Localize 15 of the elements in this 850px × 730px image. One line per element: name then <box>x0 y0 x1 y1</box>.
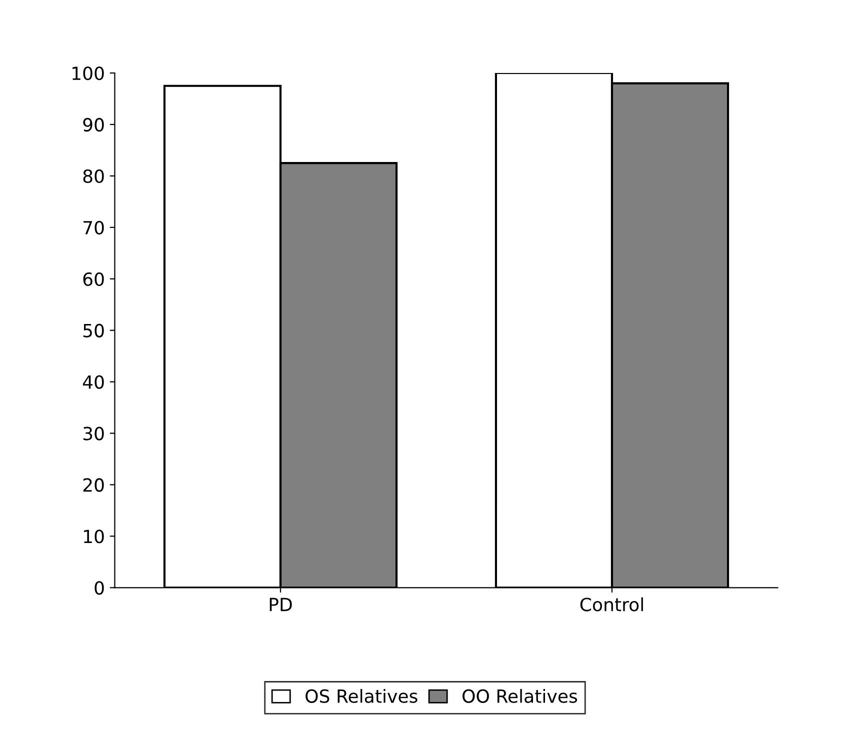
legend-label: OO Relatives <box>462 688 578 703</box>
y-tick-label: 0 <box>94 581 104 595</box>
y-tick-label: 90 <box>83 118 104 132</box>
y-tick-label: 80 <box>83 169 104 184</box>
y-tick-label: 70 <box>84 220 104 235</box>
y-tick-label: 20 <box>83 478 104 492</box>
x-tick-label: Control <box>580 597 643 612</box>
y-tick-label: 40 <box>82 375 104 389</box>
x-tick-label: PD <box>270 598 292 612</box>
y-tick-label: 10 <box>84 530 104 544</box>
y-tick-label: 50 <box>83 324 104 338</box>
y-tick-label: 30 <box>83 426 104 440</box>
y-tick-label: 60 <box>83 272 104 286</box>
legend-label: OS Relatives <box>306 688 418 703</box>
y-tick-label: 100 <box>72 66 104 80</box>
